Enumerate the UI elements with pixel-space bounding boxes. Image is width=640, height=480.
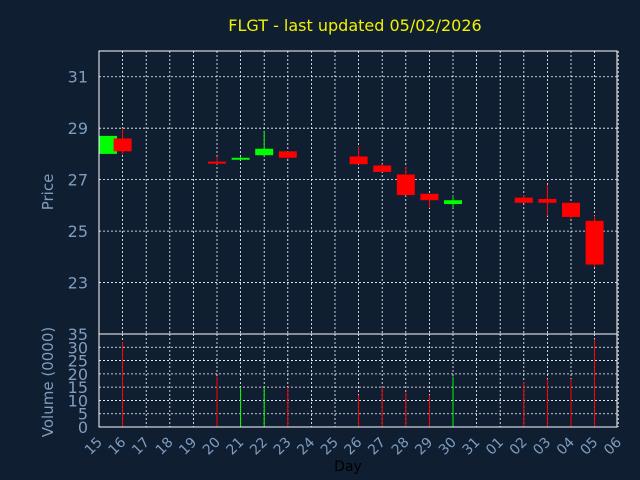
candle-body [99, 135, 117, 154]
price-tick-label: 25 [68, 222, 88, 241]
candle-body [349, 156, 368, 165]
candle-body [562, 202, 580, 217]
candle-body [208, 161, 226, 164]
candle-body [255, 148, 274, 156]
chart-title: FLGT - last updated 05/02/2026 [228, 16, 481, 35]
candle-body [373, 165, 392, 172]
volume-tick-label: 0 [78, 418, 88, 437]
candle-body [538, 198, 557, 203]
candle-body [585, 220, 604, 265]
candle-body [231, 157, 250, 160]
candle-body [396, 174, 415, 196]
price-tick-label: 29 [68, 119, 88, 138]
volume-tick-label: 15 [68, 378, 88, 397]
candle-body [278, 151, 297, 158]
volume-panel-frame [98, 333, 618, 428]
price-y-ticks: 23 25 27 29 31 [68, 68, 88, 293]
volume-tick-label: 5 [78, 405, 88, 424]
candles [99, 128, 604, 268]
price-tick-label: 23 [68, 274, 88, 293]
price-tick-label: 31 [68, 68, 88, 87]
candle-body [420, 193, 439, 201]
candle-body [113, 138, 132, 152]
volume-bars [122, 339, 596, 427]
price-axis-label: Price [39, 174, 57, 211]
x-ticks: 15 16 17 18 19 20 21 22 23 24 25 26 27 28 29 30 31 01 02 03… [82, 434, 625, 458]
volume-tick-label: 30 [68, 338, 88, 357]
volume-tick-label: 35 [68, 325, 88, 344]
volume-tick-label: 25 [68, 352, 88, 371]
volume-tick-label: 20 [68, 365, 88, 384]
volume-axis-label: Volume (0000) [39, 327, 57, 437]
x-axis-label: Day [334, 459, 362, 475]
price-tick-label: 27 [68, 171, 88, 190]
volume-tick-label: 10 [68, 391, 88, 410]
candle-body [444, 200, 462, 205]
candle-body [514, 197, 533, 203]
